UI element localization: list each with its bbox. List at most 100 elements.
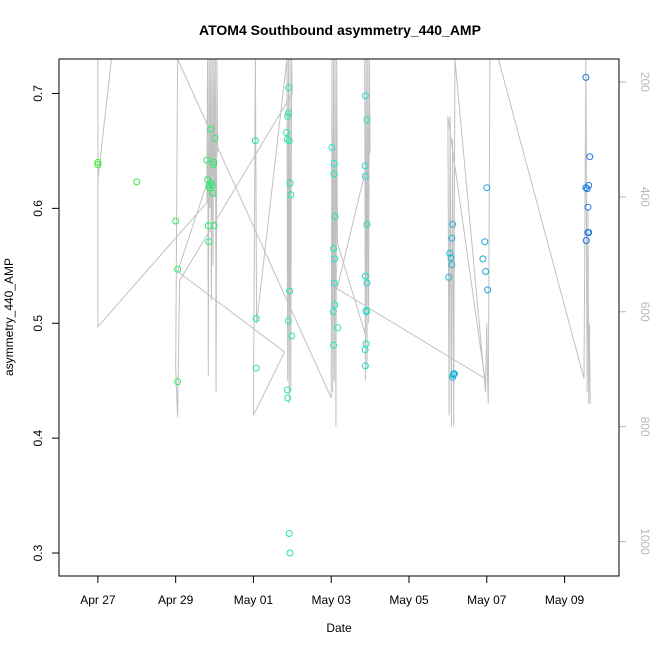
data-point [484, 286, 492, 294]
data-point [446, 249, 454, 257]
data-points-layer [94, 73, 594, 557]
plot-frame [58, 58, 620, 577]
data-point [328, 144, 336, 151]
x-tick-label: May 05 [389, 593, 429, 607]
data-point [286, 287, 294, 295]
data-point [208, 181, 216, 189]
data-point [481, 238, 489, 246]
series-line-layer [97, 59, 591, 427]
y2-tick-label: 1000 [638, 528, 650, 555]
axes-layer: Apr 27 Apr 29 May 01 May 03 May 05 May 07 May … [31, 72, 650, 607]
data-point [584, 203, 592, 211]
y2-tick-label: 400 [638, 187, 650, 207]
data-point [284, 317, 292, 325]
data-point [207, 125, 215, 133]
x-tick-label: May 01 [234, 593, 274, 607]
data-point [334, 324, 342, 332]
x-tick-label: Apr 29 [158, 593, 194, 607]
data-point [330, 160, 338, 167]
data-point [479, 255, 487, 263]
y-tick-label: 0.7 [31, 85, 45, 102]
data-point [447, 254, 455, 262]
data-point [285, 84, 293, 92]
data-point [445, 273, 453, 281]
data-point [329, 308, 337, 316]
data-point [361, 162, 369, 170]
data-point [285, 137, 293, 145]
data-point [582, 237, 590, 244]
data-point [283, 386, 291, 394]
data-point [582, 73, 590, 81]
data-point [284, 112, 292, 120]
chart-title: ATOM4 Southbound asymmetry_440_AMP [199, 22, 481, 38]
data-point [330, 279, 338, 287]
data-point [331, 301, 339, 309]
data-point [252, 364, 260, 372]
data-point [449, 371, 457, 379]
x-axis-label: Date [326, 621, 352, 635]
data-point [584, 229, 592, 236]
data-point [448, 261, 456, 269]
data-point [288, 332, 296, 340]
series-line [97, 59, 591, 427]
y-axis-label: asymmetry_440_AMP [2, 258, 16, 376]
data-point [586, 153, 594, 161]
data-point [94, 158, 102, 166]
x-tick-label: May 07 [467, 593, 507, 607]
data-point [174, 265, 182, 273]
data-point [451, 370, 458, 378]
y2-tick-label: 600 [638, 302, 650, 322]
y2-tick-label: 800 [638, 417, 650, 437]
data-point [251, 137, 259, 145]
data-point [172, 217, 180, 225]
data-point [331, 255, 339, 263]
data-point [361, 92, 369, 100]
x-tick-label: Apr 27 [80, 593, 116, 607]
data-point [209, 189, 217, 197]
data-point [361, 172, 369, 180]
data-point [331, 212, 339, 220]
data-point [205, 238, 213, 246]
x-tick-label: May 09 [545, 593, 585, 607]
data-point [210, 222, 218, 230]
data-point [211, 134, 219, 142]
data-point [210, 158, 218, 166]
y-tick-label: 0.4 [31, 429, 45, 446]
data-point [252, 315, 260, 323]
data-point [363, 220, 371, 228]
data-point [94, 161, 102, 169]
data-point [286, 179, 294, 187]
data-point [448, 234, 456, 242]
data-point [283, 129, 290, 136]
data-point [287, 191, 295, 199]
y-tick-label: 0.3 [31, 544, 45, 561]
data-point [285, 530, 293, 537]
data-point [449, 220, 457, 228]
data-point [330, 245, 338, 253]
y2-tick-label: 200 [638, 72, 650, 92]
data-point [583, 185, 591, 193]
data-point [133, 178, 141, 186]
data-point [582, 184, 590, 192]
data-point [362, 340, 370, 348]
data-point [482, 268, 490, 275]
y-tick-label: 0.6 [31, 200, 45, 217]
data-point [284, 394, 292, 402]
data-point [363, 279, 371, 287]
x-tick-label: May 03 [312, 593, 352, 607]
data-point [330, 170, 338, 178]
data-point [361, 272, 369, 280]
y-tick-label: 0.5 [31, 315, 45, 332]
data-point [363, 308, 371, 316]
data-point [330, 341, 338, 349]
data-point [174, 378, 182, 386]
data-point [284, 109, 292, 117]
data-point [361, 346, 369, 354]
data-point [286, 549, 294, 557]
data-point [283, 135, 291, 143]
data-point [483, 184, 491, 192]
data-point [363, 116, 371, 124]
data-point [203, 156, 211, 164]
data-point [361, 362, 369, 370]
